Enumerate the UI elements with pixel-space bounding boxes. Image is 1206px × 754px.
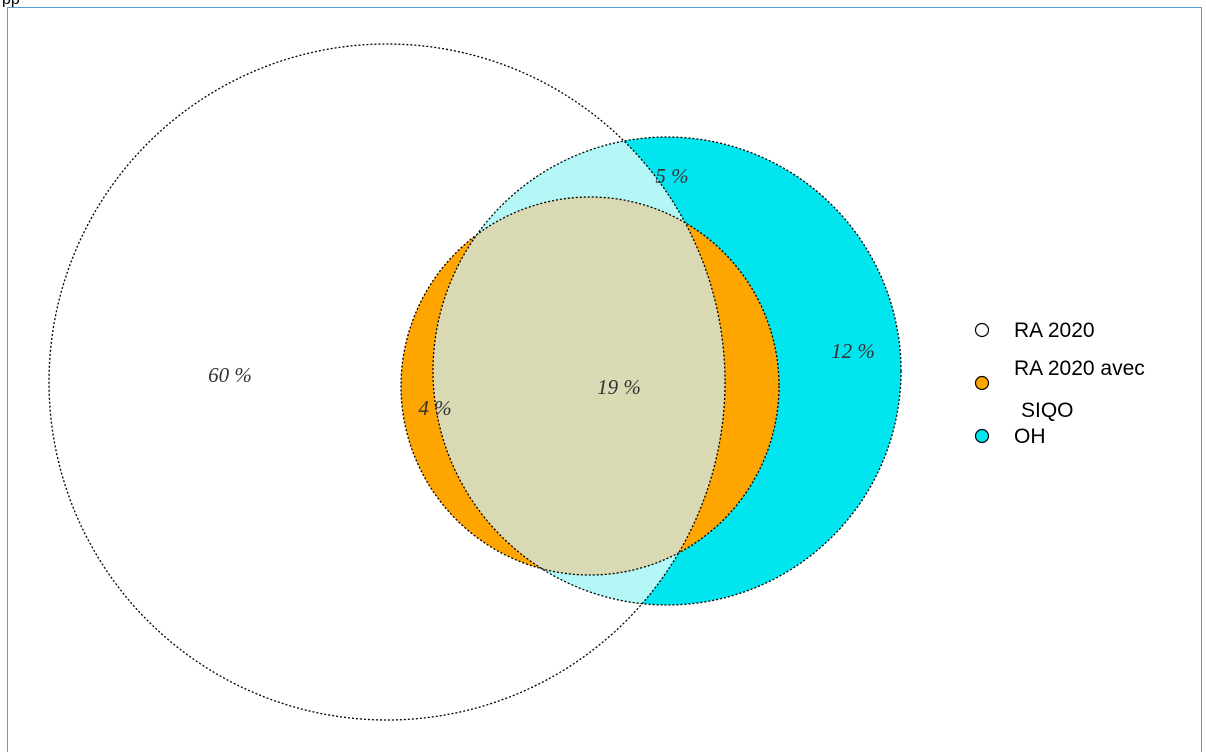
- diagram-frame: [7, 7, 1202, 752]
- oh-circle-outline: [432, 136, 902, 606]
- label-all-three: 19 %: [597, 375, 641, 399]
- truncated-text-fragment: pp: [2, 0, 20, 7]
- ra2020-circle-outline: [48, 43, 726, 721]
- label-ra-only: 60 %: [208, 363, 252, 387]
- triple-intersection-fill: [433, 197, 725, 575]
- legend-ra2020-marker: [974, 322, 990, 338]
- legend-oh-label: OH: [1014, 425, 1046, 448]
- top-strip: pp: [0, 0, 1206, 7]
- legend-siqo-marker: [974, 375, 990, 391]
- label-siqo-only: 4 %: [418, 396, 451, 420]
- siqo-circle-outline: [400, 196, 780, 576]
- legend-siqo-label-line2: SIQO: [1021, 399, 1074, 422]
- label-ra-oh: 5 %: [655, 164, 688, 188]
- legend-ra2020-label: RA 2020: [1014, 319, 1095, 342]
- label-oh-only: 12 %: [831, 339, 875, 363]
- legend-siqo-label-line1: RA 2020 avec: [1014, 357, 1145, 380]
- legend-oh-marker: [974, 428, 990, 444]
- legend: RA 2020 RA 2020 avec SIQO OH: [974, 319, 1145, 448]
